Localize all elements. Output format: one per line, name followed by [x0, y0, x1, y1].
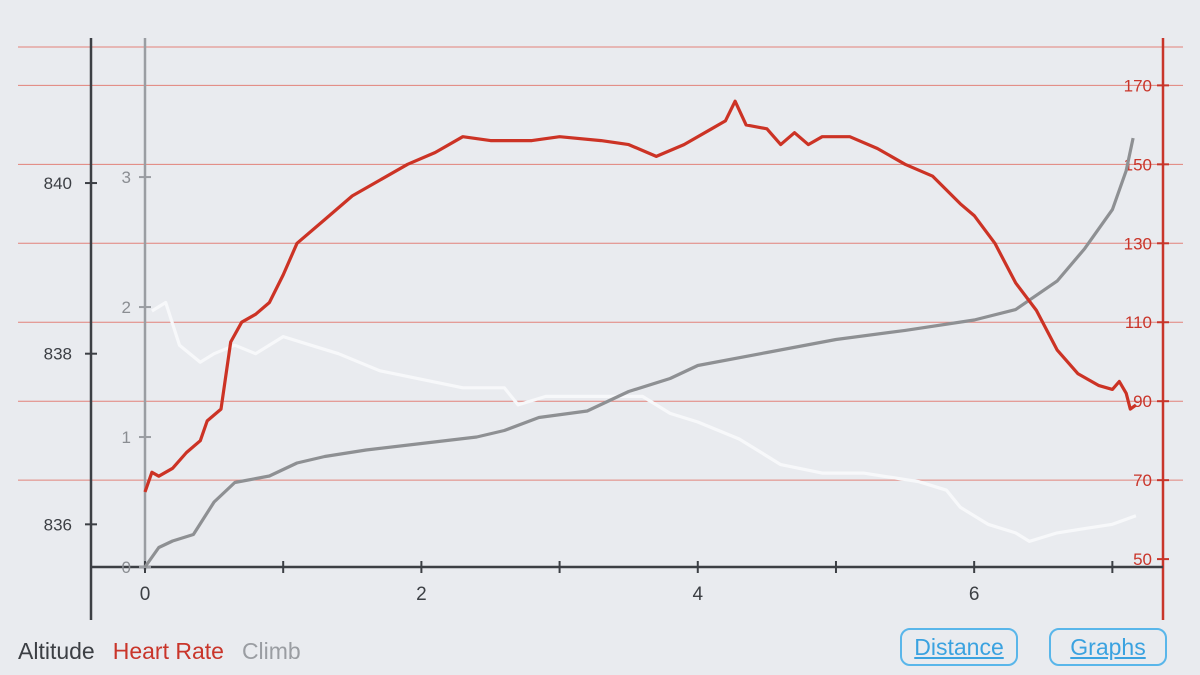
climb-line — [143, 137, 1135, 568]
climb-tick-label: 3 — [122, 168, 131, 187]
climb-tick-label: 2 — [122, 298, 131, 317]
heart-rate-tick-label: 130 — [1124, 234, 1152, 253]
altitude-tick-label: 840 — [44, 174, 72, 193]
climb-tick-label: 0 — [122, 558, 131, 577]
heart-rate-tick-label: 110 — [1125, 313, 1152, 332]
x-tick-label: 4 — [692, 584, 703, 605]
distance-button[interactable]: Distance — [900, 628, 1018, 666]
heart-rate-line — [143, 99, 1137, 493]
axes — [85, 38, 1169, 620]
x-tick-label: 0 — [140, 584, 151, 605]
climb-tick-label: 1 — [122, 428, 131, 447]
x-tick-label: 6 — [969, 584, 980, 605]
heart-rate-tick-label: 150 — [1124, 155, 1152, 174]
legend-climb: Climb — [241, 638, 301, 664]
heart-rate-tick-label: 70 — [1133, 471, 1152, 490]
x-tick-label: 2 — [416, 584, 427, 605]
graphs-button[interactable]: Graphs — [1049, 628, 1167, 666]
legend-heart-rate: Heart Rate — [112, 638, 224, 664]
series-lines — [143, 99, 1137, 568]
altitude-tick-label: 836 — [44, 515, 72, 534]
altitude-line — [151, 300, 1137, 543]
heart-rate-tick-label: 170 — [1124, 76, 1152, 95]
heart-rate-tick-label: 50 — [1133, 550, 1152, 569]
legend: Altitude Heart Rate Climb — [18, 638, 301, 665]
grid-lines — [18, 46, 1183, 481]
heart-rate-tick-label: 90 — [1133, 392, 1152, 411]
legend-altitude: Altitude — [18, 638, 95, 664]
altitude-tick-label: 838 — [44, 345, 72, 364]
tick-labels: 0 2 4 6 836 838 840 0 1 2 3 50 70 90 110 130 150 170 — [44, 76, 1152, 605]
